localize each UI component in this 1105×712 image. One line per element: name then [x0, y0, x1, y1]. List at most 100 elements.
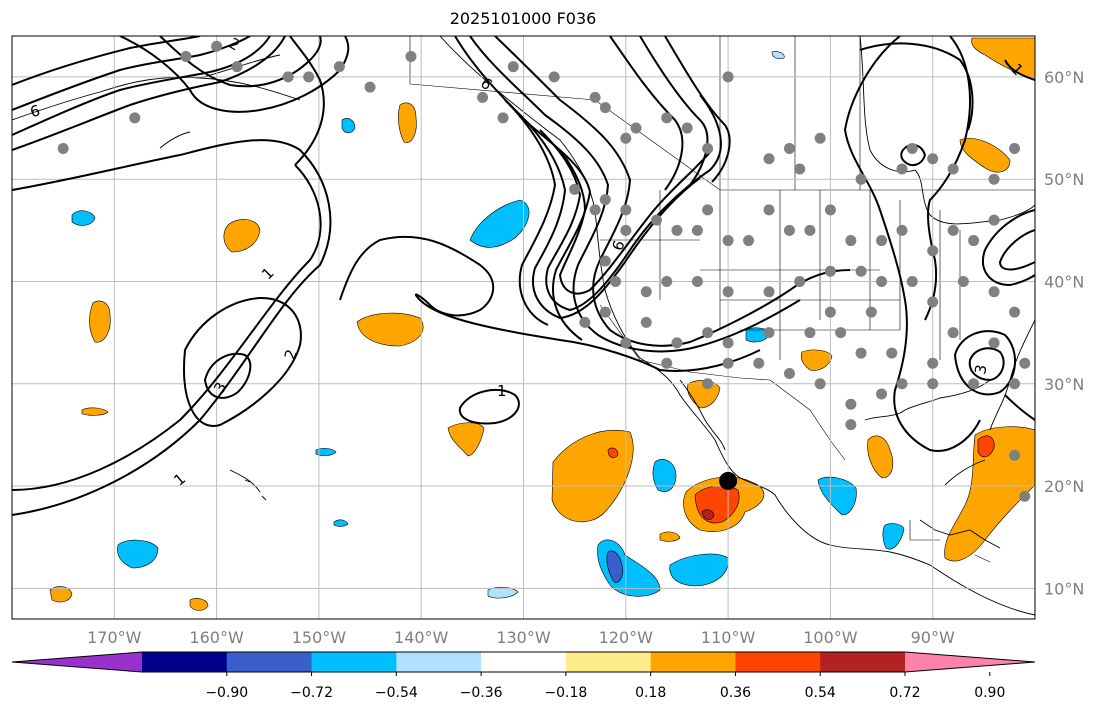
- longitude-labels: 170°W 160°W 150°W 140°W 130°W 120°W 110°W 100°W…: [87, 628, 955, 647]
- station-dot: [691, 224, 703, 236]
- station-dot: [620, 132, 632, 144]
- lon-tick-label: 100°W: [803, 628, 858, 647]
- station-dot: [968, 235, 980, 247]
- shade-red: [607, 447, 619, 459]
- shade-orange: [800, 349, 833, 371]
- station-dot: [988, 173, 1000, 185]
- station-dot: [927, 245, 939, 257]
- contour-6a: [539, 94, 722, 312]
- station-dot: [947, 327, 959, 339]
- station-dot: [855, 265, 867, 277]
- station-dot: [579, 316, 591, 328]
- station-dot: [1009, 378, 1021, 390]
- station-dot: [57, 143, 69, 155]
- colorbar-tick-label: −0.90: [205, 685, 248, 701]
- contour-6b: [558, 149, 713, 295]
- station-dot: [753, 357, 765, 369]
- station-dot: [129, 112, 141, 124]
- station-dot: [640, 286, 652, 298]
- station-dot: [988, 337, 1000, 349]
- station-dot: [814, 132, 826, 144]
- station-dot: [1009, 143, 1021, 155]
- contour-label: 6: [28, 101, 42, 121]
- political-borders: [409, 36, 1035, 563]
- colorbar-tick-label: −0.36: [460, 685, 503, 701]
- station-dot: [783, 143, 795, 155]
- shade-blue: [652, 459, 677, 492]
- colorbar-tick-label: 0.90: [974, 685, 1005, 701]
- station-dot: [988, 214, 1000, 226]
- lat-tick-label: 40°N: [1044, 272, 1084, 291]
- station-dot: [845, 398, 857, 410]
- shade-orange: [867, 435, 894, 479]
- contour-1-big: [12, 139, 332, 516]
- shade-orange: [81, 407, 109, 416]
- colorbar-tick-label: 0.72: [889, 685, 920, 701]
- station-dot: [671, 337, 683, 349]
- lat-tick-label: 30°N: [1044, 375, 1084, 394]
- station-dot: [211, 40, 223, 52]
- shade-orange: [49, 586, 73, 603]
- station-dot: [661, 112, 673, 124]
- station-dot: [231, 61, 243, 73]
- contour-lines: [12, 36, 1035, 516]
- station-dot: [681, 122, 693, 134]
- contour-6c: [519, 114, 701, 320]
- lon-tick-label: 120°W: [599, 628, 654, 647]
- colorbar-outline: [11, 651, 1036, 673]
- station-dot: [333, 61, 345, 73]
- contour-6d: [504, 99, 557, 326]
- station-dot: [845, 419, 857, 431]
- station-dot: [477, 91, 489, 103]
- shade-red: [977, 435, 995, 458]
- shade-blue: [315, 447, 337, 457]
- contour-nw-6: [159, 36, 322, 88]
- contour-6e: [639, 36, 709, 186]
- colorbar-segment: [820, 652, 906, 672]
- contour-vortex-4: [998, 229, 1035, 271]
- station-dot: [497, 112, 509, 124]
- station-dot: [702, 204, 714, 216]
- station-dot: [671, 224, 683, 236]
- station-dot: [364, 81, 376, 93]
- lon-tick-label: 130°W: [496, 628, 551, 647]
- station-dot: [896, 378, 908, 390]
- colorbar-extend-min: [12, 652, 142, 672]
- contour-1-east: [339, 235, 761, 372]
- shade-orange: [447, 422, 485, 457]
- contour-ridge-1: [494, 36, 851, 347]
- station-dot: [1019, 357, 1031, 369]
- station-dot: [783, 368, 795, 380]
- station-dot: [722, 357, 734, 369]
- station-dot: [927, 378, 939, 390]
- station-dot: [405, 50, 417, 62]
- station-dot: [783, 224, 795, 236]
- shade-blue: [882, 523, 905, 550]
- contour-vortex-3: [982, 209, 1035, 287]
- lat-tick-label: 50°N: [1044, 170, 1084, 189]
- shade-orange: [223, 219, 261, 253]
- colorbar-tick-label: −0.54: [375, 685, 418, 701]
- colorbar: −0.90 −0.72 −0.54 −0.36 −0.18 0.18 0.36 0.54 0.7…: [11, 651, 1036, 701]
- colorbar-segment: [311, 652, 397, 672]
- shade-lightblue: [487, 586, 519, 599]
- station-dot: [804, 327, 816, 339]
- shade-blue: [817, 476, 857, 516]
- station-dot: [661, 357, 673, 369]
- map-title: 2025101000 F036: [449, 9, 597, 28]
- shade-orange: [189, 598, 209, 611]
- lon-tick-label: 110°W: [701, 628, 756, 647]
- station-dot: [722, 235, 734, 247]
- station-dot: [947, 163, 959, 175]
- shade-darkred: [701, 509, 715, 520]
- shade-orange: [659, 531, 681, 542]
- station-dot: [804, 224, 816, 236]
- station-dot: [927, 357, 939, 369]
- contour-3: [203, 352, 252, 399]
- station-dot: [589, 91, 601, 103]
- station-dot: [620, 204, 632, 216]
- station-dot: [702, 143, 714, 155]
- station-dot: [947, 224, 959, 236]
- station-dot: [886, 347, 898, 359]
- station-dot: [988, 286, 1000, 298]
